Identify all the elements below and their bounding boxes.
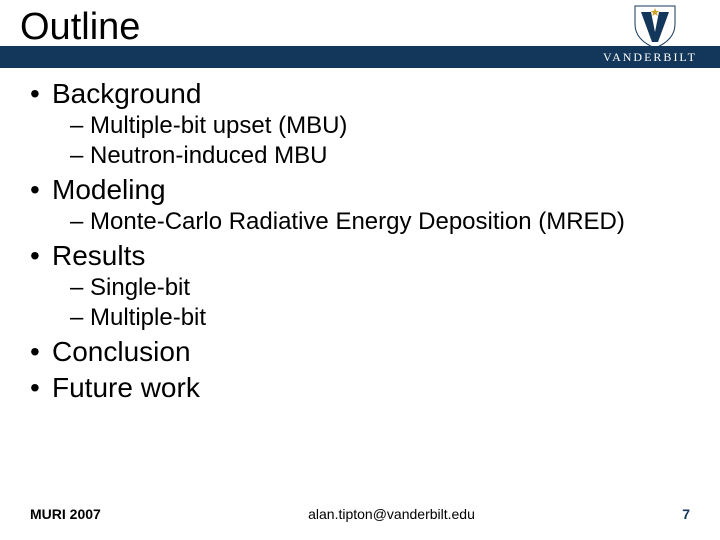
bullet-label: Results (52, 240, 145, 272)
bullet-label: Multiple-bit (90, 304, 206, 332)
bullet-label: Neutron-induced MBU (90, 142, 327, 170)
vanderbilt-logo (590, 0, 720, 50)
bullet-marker: • (30, 174, 52, 206)
bullet-marker: – (70, 208, 90, 236)
bullet-label: Modeling (52, 174, 166, 206)
bullet-marker: • (30, 240, 52, 272)
bullet-marker: – (70, 274, 90, 302)
bullet-marker: • (30, 78, 52, 110)
title-bar: Outline (0, 0, 720, 50)
list-item: – Multiple-bit upset (MBU) (70, 112, 690, 140)
logo-wordmark-wrap: VANDERBILT (590, 48, 710, 66)
list-item: • Modeling (30, 174, 690, 206)
footer: MURI 2007 alan.tipton@vanderbilt.edu 7 (0, 506, 720, 540)
outline-content: • Background – Multiple-bit upset (MBU) … (0, 68, 720, 506)
bullet-label: Background (52, 78, 201, 110)
bullet-label: Multiple-bit upset (MBU) (90, 112, 347, 140)
list-item: • Conclusion (30, 336, 690, 368)
slide: Outline VANDERBILT • Background – Multip… (0, 0, 720, 540)
footer-left: MURI 2007 (30, 506, 101, 522)
slide-title: Outline (20, 0, 590, 49)
list-item: – Neutron-induced MBU (70, 142, 690, 170)
logo-wordmark: VANDERBILT (603, 50, 697, 64)
title-band: VANDERBILT (0, 46, 720, 68)
list-item: – Single-bit (70, 274, 690, 302)
bullet-label: Single-bit (90, 274, 190, 302)
page-number: 7 (682, 506, 690, 522)
bullet-marker: – (70, 142, 90, 170)
footer-center: alan.tipton@vanderbilt.edu (101, 506, 682, 522)
bullet-marker: • (30, 372, 52, 404)
shield-icon (633, 4, 677, 50)
bullet-label: Conclusion (52, 336, 191, 368)
list-item: – Multiple-bit (70, 304, 690, 332)
bullet-marker: – (70, 304, 90, 332)
list-item: – Monte-Carlo Radiative Energy Depositio… (70, 208, 690, 236)
list-item: • Future work (30, 372, 690, 404)
list-item: • Results (30, 240, 690, 272)
bullet-marker: • (30, 336, 52, 368)
list-item: • Background (30, 78, 690, 110)
bullet-label: Monte-Carlo Radiative Energy Deposition … (90, 208, 625, 236)
bullet-marker: – (70, 112, 90, 140)
bullet-label: Future work (52, 372, 200, 404)
